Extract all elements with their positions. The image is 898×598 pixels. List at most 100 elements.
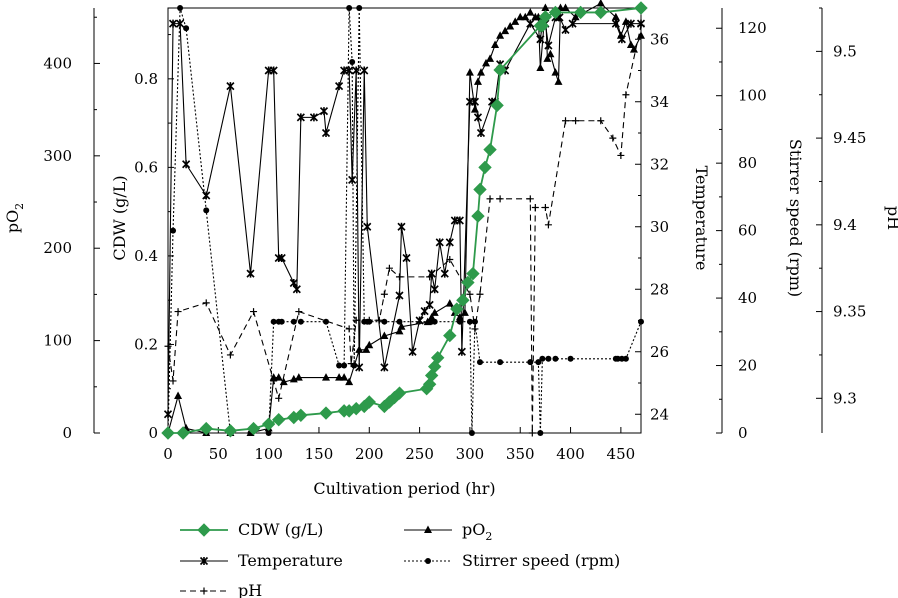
data-point-po2 [551, 68, 560, 76]
data-point-stirrer [297, 318, 304, 325]
data-point-cdw [456, 293, 470, 307]
axis-tick-label: 9.4 [833, 216, 857, 234]
axis-label-temperature: Temperature [692, 166, 711, 271]
axis-tick-label: 100 [738, 87, 767, 105]
data-point-po2 [380, 331, 389, 339]
legend-item-temperature: Temperature [180, 551, 343, 570]
data-point-stirrer [177, 5, 184, 11]
data-point-temperature [163, 410, 173, 419]
legend-marker [197, 523, 211, 537]
data-point-po2 [397, 322, 406, 330]
axis-label-sub: 2 [13, 203, 26, 210]
data-point-ph [174, 308, 182, 316]
legend-item-ph: pH [180, 581, 262, 598]
data-point-po2 [274, 373, 283, 381]
legend-label-text: Stirrer speed (rpm) [462, 551, 620, 570]
data-point-cdw [483, 142, 497, 157]
legend: CDW (g/L) pO2 Temperature Stirrer speed (rp… [180, 520, 620, 598]
data-point-po2 [626, 40, 635, 48]
data-point-temperature [440, 269, 449, 278]
x-tick-label: 200 [355, 445, 384, 463]
data-point-po2 [365, 340, 374, 349]
data-point-ph [531, 203, 539, 211]
legend-label-text: pH [238, 581, 262, 598]
axis-tick-label: 36 [650, 30, 669, 48]
data-point-stirrer [290, 318, 297, 325]
legend-label: CDW (g/L) [238, 520, 323, 539]
data-point-temperature [611, 19, 620, 28]
data-point-stirrer [545, 355, 552, 362]
data-point-stirrer [341, 362, 348, 369]
data-point-temperature [321, 128, 331, 138]
data-point-po2 [637, 31, 645, 39]
series-line-cdw [168, 7, 642, 434]
data-point-temperature [395, 291, 404, 300]
axis-tick-label: 100 [43, 332, 72, 350]
legend-label: Stirrer speed (rpm) [462, 551, 620, 570]
data-point-ph [226, 351, 234, 359]
data-point-po2 [476, 68, 485, 76]
data-point-po2 [174, 391, 183, 400]
x-tick-label: 100 [254, 445, 283, 463]
data-point-temperature [296, 113, 305, 122]
data-point-stirrer [203, 207, 210, 214]
legend-label-main: pO [462, 520, 485, 539]
data-point-cdw [478, 160, 492, 175]
data-point-po2 [340, 373, 349, 381]
data-point-temperature [427, 269, 436, 278]
x-tick-label: 150 [305, 445, 334, 463]
data-point-cdw [319, 406, 333, 420]
legend-label: pH [238, 581, 262, 598]
axis-tick-label: 0 [738, 424, 748, 442]
data-point-temperature [473, 113, 483, 122]
data-point-cdw [461, 275, 475, 290]
data-point-cdw [493, 63, 507, 77]
data-point-cdw [161, 426, 175, 440]
data-point-temperature [176, 19, 185, 28]
data-point-po2 [561, 3, 570, 11]
data-point-po2 [571, 12, 580, 21]
data-point-po2 [536, 63, 545, 72]
data-point-cdw [634, 1, 648, 15]
data-point-temperature [246, 269, 255, 278]
data-point-temperature [363, 222, 372, 231]
legend-item-stirrer: Stirrer speed (rpm) [404, 551, 620, 570]
data-point-temperature [277, 253, 286, 263]
data-point-temperature [335, 82, 344, 91]
data-point-temperature [408, 347, 417, 356]
data-point-stirrer [346, 5, 353, 11]
axis-ph: 9.3 9.35 9.4 9.45 9.5 pH [816, 7, 898, 433]
x-tick-label: 450 [607, 445, 636, 463]
data-point-po2 [554, 77, 563, 85]
data-point-temperature [182, 160, 191, 169]
data-point-cdw [538, 10, 553, 24]
legend-item-cdw: CDW (g/L) [180, 520, 323, 539]
axis-tick-label: 0 [62, 424, 72, 442]
data-point-cdw [199, 421, 213, 436]
data-point-cdw [271, 413, 286, 427]
data-point-po2 [473, 77, 482, 85]
data-point-ph [345, 325, 353, 333]
axis-tick-label: 24 [650, 405, 669, 423]
x-tick-label: 250 [405, 445, 434, 463]
data-point-stirrer [567, 355, 574, 362]
data-point-temperature [425, 300, 434, 309]
data-point-stirrer [537, 430, 544, 436]
data-point-stirrer [270, 318, 277, 325]
data-point-cdw [490, 98, 504, 113]
data-point-temperature [319, 107, 329, 116]
data-point-ph [541, 203, 549, 211]
data-point-ph [169, 377, 177, 385]
axis-label-text: Stirrer speed (rpm) [786, 139, 805, 297]
series-line-stirrer [167, 7, 642, 434]
data-point-temperature [561, 25, 570, 34]
data-point-temperature [470, 97, 480, 106]
data-point-ph [466, 290, 474, 298]
axis-tick-label: 0 [148, 424, 158, 442]
data-point-stirrer [466, 318, 473, 325]
series-layer [161, 0, 648, 440]
axis-tick-label: 40 [738, 289, 757, 307]
data-point-cdw [471, 209, 485, 223]
axis-label-main: pO [3, 210, 22, 233]
